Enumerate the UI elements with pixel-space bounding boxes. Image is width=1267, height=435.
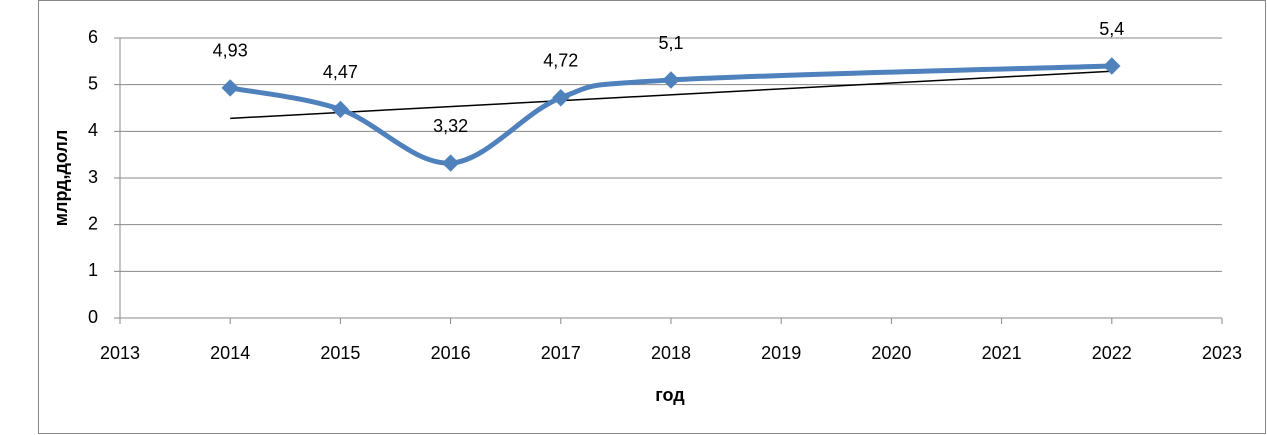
chart-border [38,0,1266,434]
data-label: 4,72 [543,50,578,70]
marker [221,79,239,97]
x-tick-label: 2023 [1202,343,1242,363]
data-label: 5,1 [658,33,683,53]
x-tick-label: 2019 [761,343,801,363]
marker [552,89,570,107]
x-tick-label: 2020 [871,343,911,363]
marker [331,100,350,119]
x-tick-label: 2013 [100,343,140,363]
marker [662,71,680,89]
x-tick-label: 2016 [431,343,471,363]
marker [1103,57,1121,75]
x-tick-label: 2018 [651,343,691,363]
trendline [230,70,1112,120]
y-tick-label: 3 [88,167,98,187]
y-tick-label: 0 [88,307,98,327]
marker [441,154,460,172]
x-tick-label: 2021 [982,343,1022,363]
x-tick-label: 2022 [1092,343,1132,363]
data-label: 4,47 [323,62,358,82]
x-tick-label: 2015 [320,343,360,363]
y-tick-label: 4 [88,120,98,140]
y-tick-label: 1 [88,260,98,280]
x-axis-title: год [655,385,685,405]
y-tick-label: 2 [88,213,98,233]
x-tick-label: 2017 [541,343,581,363]
data-label: 4,93 [213,41,248,61]
y-tick-label: 6 [88,27,98,47]
x-tick-label: 2014 [210,343,250,363]
y-tick-label: 5 [88,73,98,93]
data-label: 3,32 [433,116,468,136]
data-label: 5,4 [1099,19,1124,39]
y-axis-title: млрд,долл [51,130,71,227]
